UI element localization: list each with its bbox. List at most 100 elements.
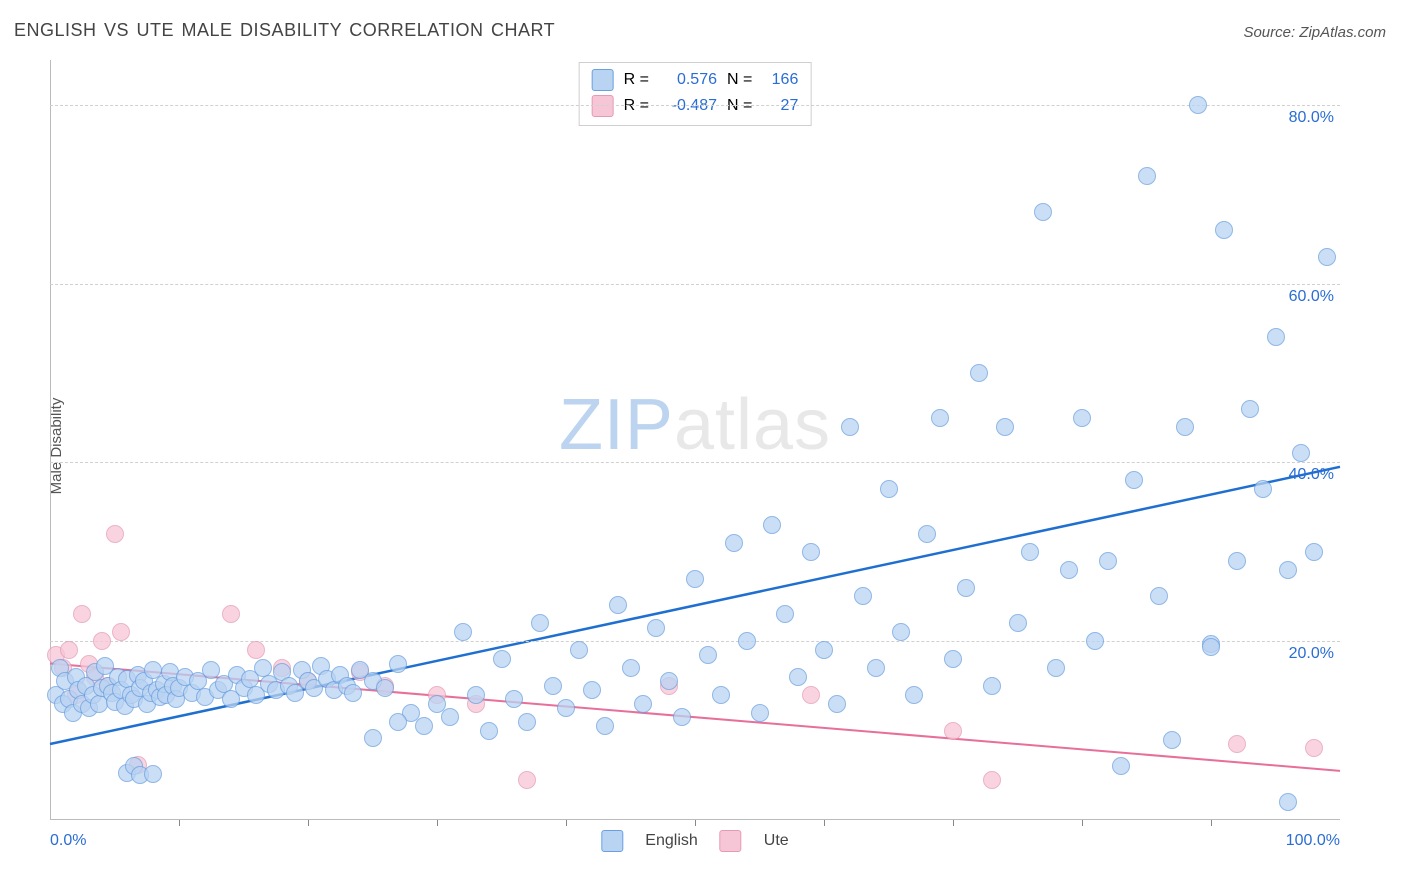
english-point	[1034, 203, 1052, 221]
watermark-atlas: atlas	[674, 385, 831, 465]
r-label: R =	[624, 97, 649, 115]
english-point	[1150, 587, 1168, 605]
english-point	[505, 690, 523, 708]
source-attribution: Source: ZipAtlas.com	[1243, 24, 1386, 41]
x-tick-label: 0.0%	[50, 832, 86, 850]
correlation-legend: R = 0.576 N = 166 R = -0.487 N = 27	[579, 62, 812, 126]
scatter-chart: ZIPatlas R = 0.576 N = 166 R = -0.487 N …	[50, 60, 1340, 820]
english-point	[867, 659, 885, 677]
english-point	[596, 717, 614, 735]
english-point	[673, 708, 691, 726]
english-point	[1163, 731, 1181, 749]
english-point	[454, 623, 472, 641]
english-point	[1279, 793, 1297, 811]
english-point	[944, 650, 962, 668]
english-point	[996, 418, 1014, 436]
x-tick	[566, 820, 567, 826]
grid-line	[50, 641, 1340, 642]
grid-line	[50, 105, 1340, 106]
x-tick	[953, 820, 954, 826]
english-point	[918, 525, 936, 543]
english-point	[144, 765, 162, 783]
english-point	[699, 646, 717, 664]
x-tick	[824, 820, 825, 826]
english-point	[389, 655, 407, 673]
x-tick	[437, 820, 438, 826]
series-legend: English Ute	[601, 830, 788, 852]
ute-point	[112, 623, 130, 641]
ute-r-value: -0.487	[659, 97, 717, 115]
y-tick-label: 20.0%	[1289, 645, 1334, 663]
english-point	[376, 679, 394, 697]
x-tick	[179, 820, 180, 826]
english-point	[983, 677, 1001, 695]
ute-point	[73, 605, 91, 623]
english-point	[712, 686, 730, 704]
ute-point	[802, 686, 820, 704]
ute-label: Ute	[764, 832, 789, 850]
english-point	[634, 695, 652, 713]
english-point	[1318, 248, 1336, 266]
chart-container: ENGLISH VS UTE MALE DISABILITY CORRELATI…	[0, 0, 1406, 892]
english-point	[828, 695, 846, 713]
english-point	[467, 686, 485, 704]
english-point	[1125, 471, 1143, 489]
english-point	[660, 672, 678, 690]
english-point	[389, 713, 407, 731]
english-point	[622, 659, 640, 677]
watermark: ZIPatlas	[559, 384, 831, 466]
x-tick	[1082, 820, 1083, 826]
x-tick	[308, 820, 309, 826]
english-point	[1228, 552, 1246, 570]
english-point	[763, 516, 781, 534]
english-point	[531, 614, 549, 632]
english-point	[441, 708, 459, 726]
english-point	[854, 587, 872, 605]
english-point	[1267, 328, 1285, 346]
y-tick-label: 80.0%	[1289, 109, 1334, 127]
english-point	[1060, 561, 1078, 579]
english-point	[802, 543, 820, 561]
english-point	[609, 596, 627, 614]
english-point	[1305, 543, 1323, 561]
x-tick-label: 100.0%	[1286, 832, 1340, 850]
english-point	[518, 713, 536, 731]
english-point	[493, 650, 511, 668]
r-label: R =	[624, 71, 649, 89]
ute-point	[1228, 735, 1246, 753]
english-point	[1138, 167, 1156, 185]
english-r-value: 0.576	[659, 71, 717, 89]
ute-point	[93, 632, 111, 650]
english-point	[583, 681, 601, 699]
y-tick-label: 60.0%	[1289, 288, 1334, 306]
english-point	[1099, 552, 1117, 570]
x-tick	[1211, 820, 1212, 826]
english-point	[1009, 614, 1027, 632]
english-point	[931, 409, 949, 427]
english-point	[1241, 400, 1259, 418]
ute-n-value: 27	[762, 97, 798, 115]
english-point	[957, 579, 975, 597]
english-point	[841, 418, 859, 436]
y-tick-label: 40.0%	[1289, 466, 1334, 484]
y-axis-line	[50, 60, 51, 820]
english-point	[1215, 221, 1233, 239]
english-point	[789, 668, 807, 686]
english-point	[1073, 409, 1091, 427]
grid-line	[50, 284, 1340, 285]
n-label: N =	[727, 71, 752, 89]
legend-row-ute: R = -0.487 N = 27	[592, 93, 799, 119]
english-point	[570, 641, 588, 659]
english-point	[647, 619, 665, 637]
english-point	[905, 686, 923, 704]
english-point	[480, 722, 498, 740]
x-tick	[695, 820, 696, 826]
trend-line	[50, 467, 1340, 744]
n-label: N =	[727, 97, 752, 115]
ute-point	[106, 525, 124, 543]
english-point	[1176, 418, 1194, 436]
english-point	[1254, 480, 1272, 498]
english-point	[880, 480, 898, 498]
english-point	[415, 717, 433, 735]
english-swatch	[592, 69, 614, 91]
